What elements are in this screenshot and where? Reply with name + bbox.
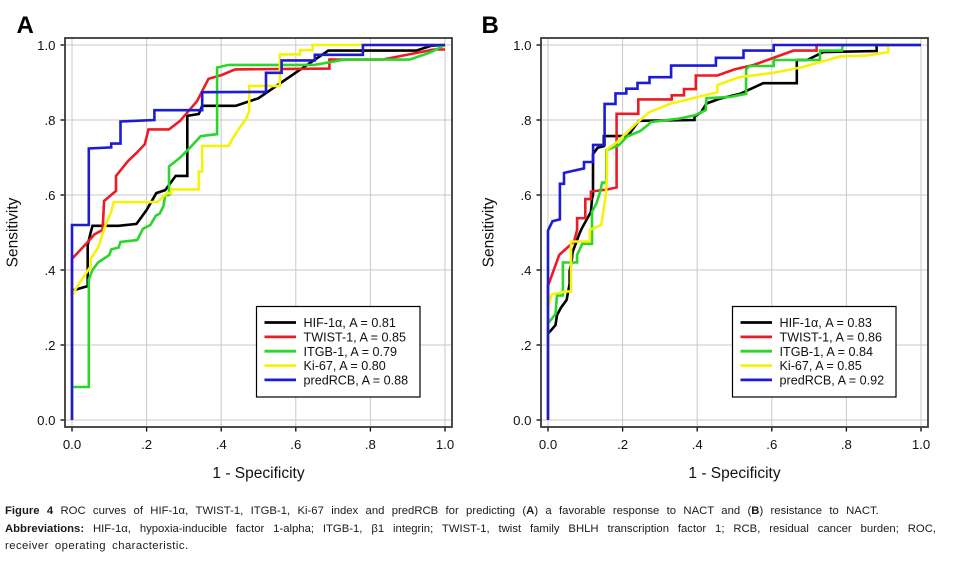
svg-text:ITGB-1, A = 0.84: ITGB-1, A = 0.84 (780, 345, 873, 359)
svg-text:.4: .4 (521, 263, 532, 278)
svg-text:Sensitivity: Sensitivity (481, 197, 498, 267)
svg-text:.6: .6 (290, 437, 301, 452)
svg-text:ITGB-1, A = 0.79: ITGB-1, A = 0.79 (304, 345, 397, 359)
svg-text:TWIST-1, A = 0.85: TWIST-1, A = 0.85 (304, 331, 407, 345)
svg-text:.8: .8 (841, 437, 852, 452)
svg-text:.6: .6 (521, 188, 532, 203)
svg-text:A: A (17, 12, 34, 39)
svg-text:predRCB, A = 0.88: predRCB, A = 0.88 (304, 374, 409, 388)
svg-text:1.0: 1.0 (436, 437, 454, 452)
svg-text:.8: .8 (365, 437, 376, 452)
svg-text:.2: .2 (141, 437, 152, 452)
svg-text:1.0: 1.0 (37, 38, 55, 53)
svg-text:Ki-67, A = 0.80: Ki-67, A = 0.80 (304, 359, 386, 373)
svg-text:0.0: 0.0 (539, 437, 557, 452)
svg-text:.2: .2 (521, 338, 532, 353)
svg-text:.4: .4 (216, 437, 227, 452)
svg-text:.6: .6 (766, 437, 777, 452)
svg-text:0.0: 0.0 (37, 413, 55, 428)
svg-text:.2: .2 (617, 437, 628, 452)
svg-text:.8: .8 (521, 113, 532, 128)
svg-text:1 - Specificity: 1 - Specificity (688, 465, 780, 482)
svg-text:B: B (482, 12, 499, 39)
svg-text:1.0: 1.0 (513, 38, 531, 53)
svg-text:.4: .4 (692, 437, 703, 452)
svg-text:predRCB, A = 0.92: predRCB, A = 0.92 (780, 374, 885, 388)
svg-text:1.0: 1.0 (912, 437, 930, 452)
svg-text:Sensitivity: Sensitivity (5, 197, 22, 267)
svg-text:0.0: 0.0 (513, 413, 531, 428)
svg-text:0.0: 0.0 (63, 437, 81, 452)
svg-text:.6: .6 (45, 188, 56, 203)
svg-text:.8: .8 (45, 113, 56, 128)
svg-text:HIF-1α, A = 0.83: HIF-1α, A = 0.83 (780, 316, 872, 330)
svg-text:HIF-1α, A = 0.81: HIF-1α, A = 0.81 (304, 316, 396, 330)
svg-text:Ki-67, A = 0.85: Ki-67, A = 0.85 (780, 359, 862, 373)
svg-text:TWIST-1, A = 0.86: TWIST-1, A = 0.86 (780, 331, 883, 345)
svg-text:.4: .4 (45, 263, 56, 278)
svg-text:.2: .2 (45, 338, 56, 353)
svg-text:1 - Specificity: 1 - Specificity (212, 465, 304, 482)
